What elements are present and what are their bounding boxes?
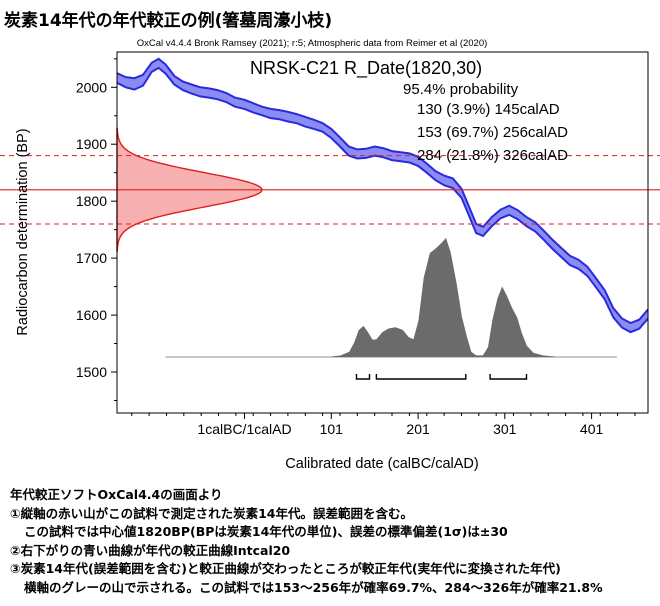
y-tick-label-1500: 1500 bbox=[76, 364, 107, 380]
y-axis-label: Radiocarbon determination (BP) bbox=[15, 128, 31, 335]
calibration-curve-upper bbox=[116, 57, 649, 325]
y-tick-label-1600: 1600 bbox=[76, 307, 107, 323]
range-text-2: 153 (69.7%) 256calAD bbox=[417, 124, 568, 141]
note-line-3-detail: 横軸のグレーの山で示される。この試料では153～256年が確率69.7%、284… bbox=[24, 579, 603, 595]
axes-layer: 1500 1600 1700 1800 1900 2000 1calBC/1calAD 101… bbox=[76, 58, 636, 437]
plot-frame bbox=[116, 51, 649, 414]
range-text-1: 130 (3.9%) 145calAD bbox=[417, 101, 560, 118]
x-axis-label: Calibrated date (calBC/calAD) bbox=[285, 456, 478, 472]
x-tick-label-1: 1calBC/1calAD bbox=[197, 421, 291, 437]
x-tick-label-401: 401 bbox=[580, 421, 604, 437]
calibration-chart: OxCal v4.4.4 Bronk Ramsey (2021); r:5; A… bbox=[0, 38, 660, 472]
explanation-notes: 年代較正ソフトOxCal4.4の画面より ①縦軸の赤い山がこの試料で測定された炭… bbox=[10, 486, 656, 597]
y-tick-label-2000: 2000 bbox=[76, 79, 107, 95]
calibrated-date-distribution bbox=[165, 237, 617, 358]
measurement-layer bbox=[0, 127, 660, 252]
range-bracket-1 bbox=[355, 374, 371, 380]
note-line-2: ②右下がりの青い曲線が年代の較正曲線Intcal20 bbox=[10, 542, 291, 558]
note-line-1-detail: この試料では中心値1820BP(BPは炭素14年代の単位)、誤差の標準偏差(1σ… bbox=[24, 524, 508, 539]
calibration-curve-layer bbox=[116, 57, 649, 334]
range-bracket-2 bbox=[375, 374, 467, 380]
sample-label: NRSK-C21 R_Date(1820,30) bbox=[250, 58, 482, 79]
range-bracket-3 bbox=[489, 374, 528, 380]
x-tick-label-201: 201 bbox=[406, 421, 430, 437]
note-line-3: ③炭素14年代(誤差範囲を含む)と較正曲線が交わったところが較正年代(実年代に変… bbox=[10, 561, 561, 576]
x-tick-label-301: 301 bbox=[493, 421, 517, 437]
x-tick-label-101: 101 bbox=[320, 421, 344, 437]
probability-heading: 95.4% probability bbox=[403, 81, 519, 98]
y-tick-label-1900: 1900 bbox=[76, 136, 107, 152]
y-tick-label-1700: 1700 bbox=[76, 250, 107, 266]
calibrated-distribution-layer bbox=[165, 237, 617, 358]
y-tick-label-1800: 1800 bbox=[76, 193, 107, 209]
range-brackets-layer bbox=[355, 374, 528, 380]
range-text-3: 284 (21.8%) 326calAD bbox=[417, 147, 568, 164]
note-line-1: ①縦軸の赤い山がこの試料で測定された炭素14年代。誤差範囲を含む。 bbox=[10, 505, 413, 521]
calibration-curve-lower bbox=[116, 66, 649, 334]
page-title: 炭素14年代の年代較正の例(箸墓周濠小枝) bbox=[4, 11, 333, 31]
note-line-heading: 年代較正ソフトOxCal4.4の画面より bbox=[10, 487, 223, 502]
chart-subtitle: OxCal v4.4.4 Bronk Ramsey (2021); r:5; A… bbox=[137, 38, 488, 49]
